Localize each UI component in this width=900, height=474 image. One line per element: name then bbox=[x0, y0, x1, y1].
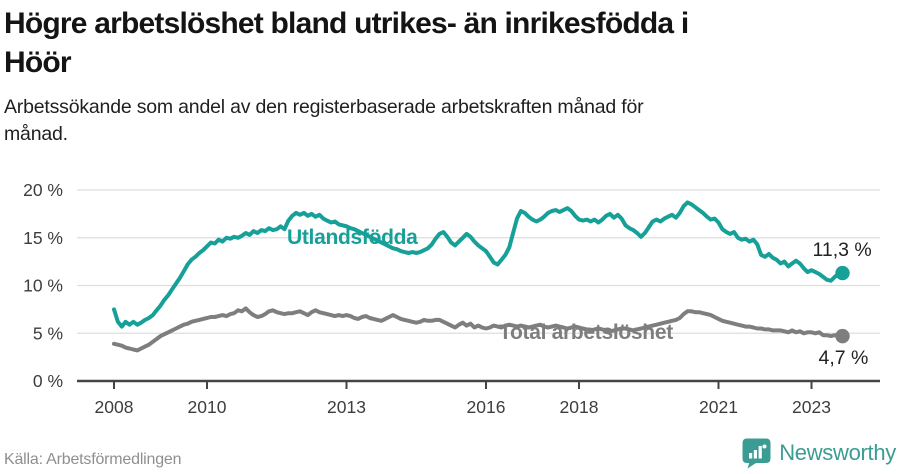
newsworthy-barchart-bubble-icon bbox=[742, 438, 771, 469]
line-chart: 0 % 5 % 10 % 15 % 20 % 2008 2010 2013 2016 2018 20… bbox=[23, 180, 880, 417]
chart-title-line2: Höör bbox=[4, 46, 72, 79]
x-axis-tick-label: 2023 bbox=[792, 397, 831, 417]
x-axis-tick-label: 2013 bbox=[327, 397, 366, 417]
y-axis-tick-label: 0 % bbox=[33, 371, 63, 391]
x-axis-tick-label: 2008 bbox=[95, 397, 134, 417]
source-text: Källa: Arbetsförmedlingen bbox=[4, 451, 182, 468]
chart-title-line1: Högre arbetslöshet bland utrikes- än inr… bbox=[4, 7, 689, 40]
series-line-total-arbetsl-shet bbox=[112, 306, 845, 353]
chart-subtitle-line2: månad. bbox=[4, 123, 68, 145]
newsworthy-logo: Newsworthy bbox=[741, 437, 896, 469]
chart-title: Högre arbetslöshet bland utrikes- än inr… bbox=[4, 4, 888, 82]
x-axis-tick-label: 2018 bbox=[560, 397, 599, 417]
x-axis-tick-label: 2021 bbox=[699, 397, 738, 417]
series-line-utlandsf-dda bbox=[112, 200, 845, 329]
series-end-value-label: 4,7 % bbox=[819, 347, 869, 369]
series-end-dot bbox=[835, 328, 850, 344]
x-axis-tick-label: 2010 bbox=[188, 397, 227, 417]
series-end-value-label: 11,3 % bbox=[813, 239, 872, 261]
y-axis-tick-label: 20 % bbox=[23, 180, 63, 200]
series-inline-label: Total arbetslöshet bbox=[499, 321, 673, 344]
y-axis-tick-label: 5 % bbox=[33, 323, 63, 343]
chart-subtitle: Arbetssökande som andel av den registerb… bbox=[4, 94, 888, 148]
y-axis-tick-label: 15 % bbox=[23, 228, 63, 248]
y-axis-tick-label: 10 % bbox=[23, 276, 63, 296]
series-end-dot bbox=[835, 265, 850, 281]
series-inline-label: Utlandsfödda bbox=[287, 226, 418, 249]
newsworthy-wordmark: Newsworthy bbox=[779, 440, 896, 465]
chart-subtitle-line1: Arbetssökande som andel av den registerb… bbox=[4, 96, 644, 118]
x-axis-tick-label: 2016 bbox=[467, 397, 506, 417]
